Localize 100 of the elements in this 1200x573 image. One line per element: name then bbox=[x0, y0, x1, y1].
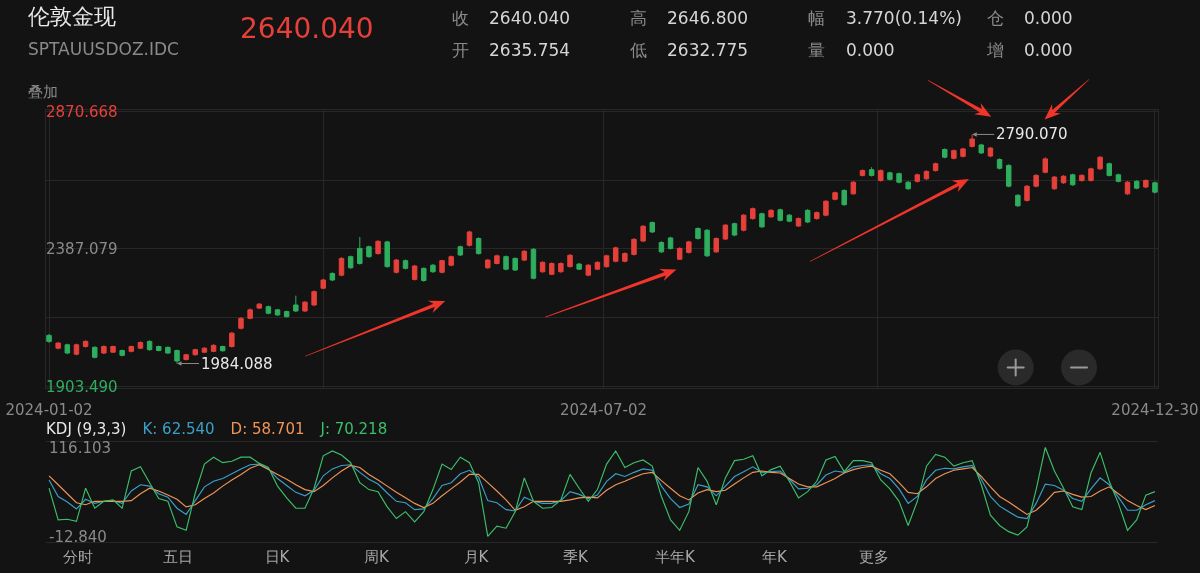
text: 幅 bbox=[808, 8, 825, 29]
candlestick bbox=[485, 258, 491, 270]
candlestick bbox=[411, 264, 418, 282]
candlestick bbox=[1115, 173, 1122, 183]
candlestick bbox=[695, 226, 701, 241]
candlestick bbox=[347, 255, 354, 270]
candlestick bbox=[393, 258, 400, 274]
candlestick bbox=[494, 254, 500, 265]
candlestick bbox=[823, 199, 829, 217]
candlestick bbox=[868, 166, 875, 178]
annotation: 2790.070 bbox=[996, 125, 1068, 143]
text: 日K bbox=[264, 548, 290, 567]
series-label: J: 70.218 bbox=[320, 420, 388, 438]
candlestick bbox=[1133, 179, 1140, 190]
y-tick-label: 116.103 bbox=[49, 438, 112, 457]
candlestick bbox=[119, 349, 125, 357]
text: 仓 bbox=[987, 8, 1004, 29]
candlestick bbox=[667, 236, 674, 251]
candlestick bbox=[987, 146, 994, 158]
candlestick bbox=[622, 251, 628, 263]
text: 更多 bbox=[859, 548, 889, 567]
chart-title: KDJ (9,3,3) bbox=[46, 420, 127, 438]
text: 0.000 bbox=[1024, 8, 1073, 29]
candlestick bbox=[594, 260, 601, 271]
text: 五日 bbox=[162, 548, 193, 567]
candlestick bbox=[896, 172, 902, 184]
candlestick bbox=[887, 171, 893, 181]
candlestick bbox=[1106, 162, 1112, 178]
candlestick bbox=[283, 310, 290, 319]
x-tick-label: 2024-01-02 bbox=[5, 401, 93, 419]
candlestick bbox=[951, 149, 957, 160]
candlestick bbox=[229, 331, 235, 349]
text: K: 62.540 bbox=[142, 420, 215, 438]
candlestick bbox=[777, 208, 783, 222]
candlestick bbox=[357, 236, 363, 266]
candlestick bbox=[101, 344, 107, 355]
candlestick bbox=[878, 168, 884, 183]
text: 年K bbox=[762, 548, 787, 567]
text: 0.000 bbox=[1024, 40, 1073, 61]
candlestick bbox=[1024, 184, 1030, 203]
candlestick bbox=[832, 191, 838, 201]
candlestick bbox=[1152, 181, 1158, 194]
x-tick-label: 2024-12-30 bbox=[1111, 401, 1199, 419]
candlestick bbox=[750, 207, 756, 221]
x-tick-label: 2024-07-02 bbox=[559, 401, 648, 419]
candlestick bbox=[247, 307, 253, 320]
candlestick bbox=[530, 247, 537, 280]
candlestick bbox=[1079, 173, 1085, 183]
candlestick bbox=[265, 305, 272, 315]
text: 0.000 bbox=[846, 40, 895, 61]
y-tick-label: 2387.079 bbox=[46, 240, 118, 259]
text: 半年K bbox=[655, 548, 695, 567]
candlestick bbox=[969, 133, 975, 149]
text: 低 bbox=[630, 40, 647, 61]
candlestick bbox=[640, 224, 646, 243]
text: 叠加 bbox=[28, 83, 58, 102]
candlestick bbox=[759, 212, 765, 229]
text: 2632.775 bbox=[667, 40, 749, 61]
candlestick bbox=[402, 259, 409, 270]
candlestick bbox=[576, 262, 582, 271]
candlestick bbox=[942, 147, 948, 159]
candlestick bbox=[475, 236, 482, 256]
text: 月K bbox=[463, 548, 489, 567]
candlestick bbox=[64, 343, 71, 355]
candlestick bbox=[567, 253, 573, 269]
candlestick bbox=[631, 237, 637, 257]
candlestick bbox=[256, 302, 262, 310]
text: 高 bbox=[630, 8, 647, 29]
candlestick bbox=[704, 228, 710, 258]
candlestick bbox=[1124, 180, 1131, 196]
candlestick bbox=[1097, 155, 1103, 171]
candlestick bbox=[795, 216, 802, 228]
candlestick bbox=[174, 349, 180, 365]
candlestick bbox=[722, 223, 729, 241]
candlestick bbox=[841, 188, 847, 207]
annotation: 1984.088 bbox=[201, 355, 273, 373]
candlestick bbox=[859, 168, 866, 178]
candlestick bbox=[448, 255, 454, 267]
candlestick bbox=[110, 345, 116, 354]
candlestick bbox=[603, 254, 610, 269]
chart-subtitle: SPTAUUSDOZ.IDC bbox=[28, 39, 179, 60]
candlestick bbox=[311, 290, 317, 307]
text: 收 bbox=[452, 8, 469, 29]
candlestick bbox=[55, 341, 61, 350]
text: 分时 bbox=[63, 548, 93, 567]
candlestick bbox=[73, 343, 80, 356]
candlestick bbox=[521, 249, 528, 262]
text: D: 58.701 bbox=[230, 420, 305, 438]
candlestick bbox=[850, 180, 857, 196]
candlestick bbox=[905, 180, 911, 191]
candlestick bbox=[155, 345, 162, 352]
text: 2646.800 bbox=[667, 8, 749, 29]
candlestick bbox=[740, 213, 747, 232]
candlestick bbox=[649, 220, 656, 234]
candlestick bbox=[92, 345, 98, 359]
candlestick bbox=[585, 263, 592, 277]
candlestick bbox=[768, 208, 774, 219]
candlestick bbox=[1069, 173, 1076, 187]
candlestick bbox=[274, 308, 281, 317]
text: 季K bbox=[563, 548, 588, 567]
